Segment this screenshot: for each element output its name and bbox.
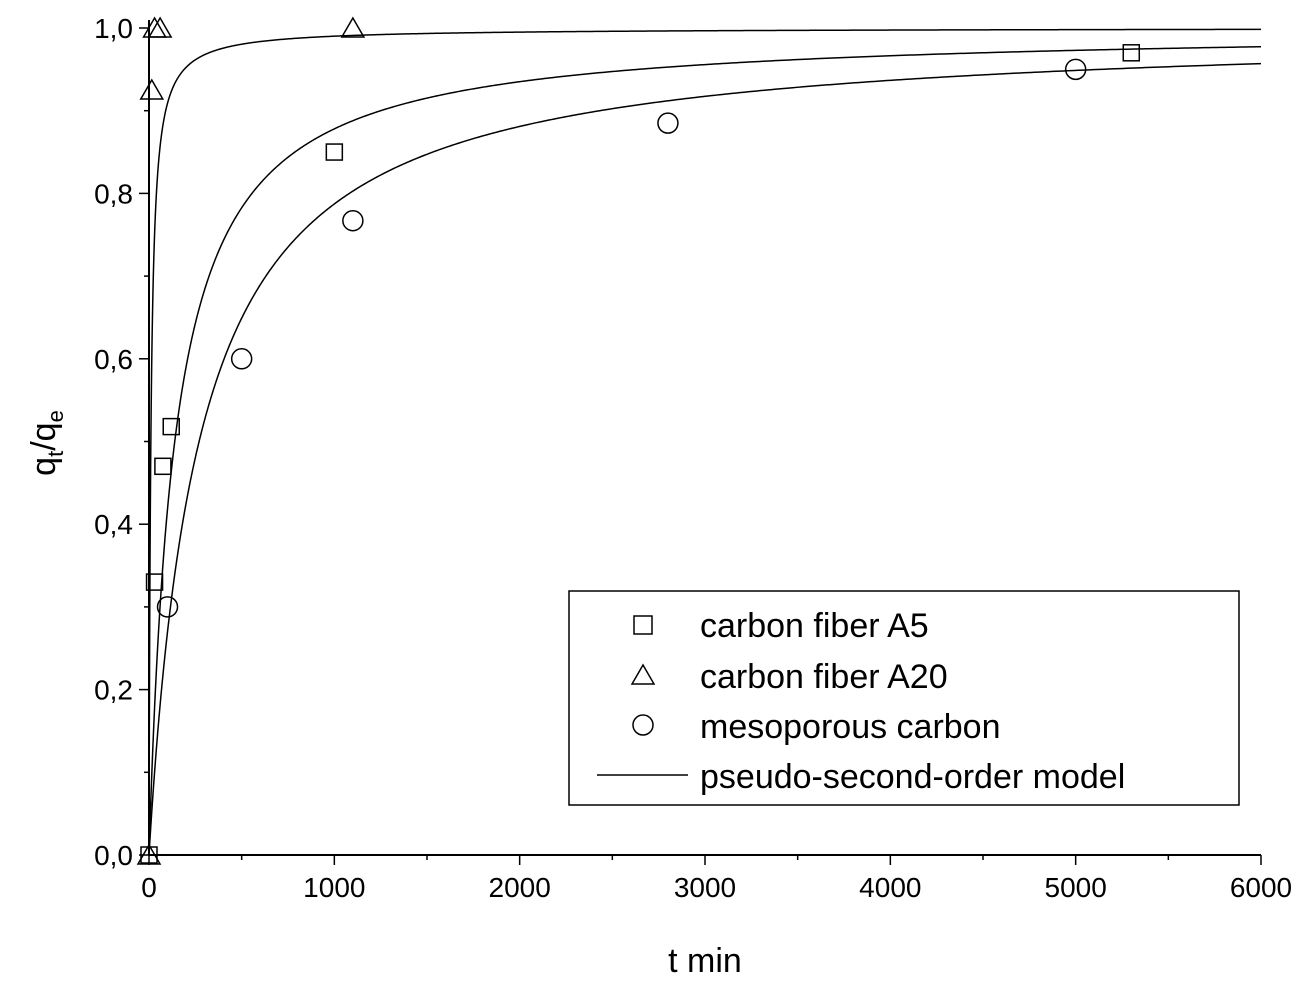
data-markers-layer xyxy=(136,16,1141,865)
y-tick-label: 0,6 xyxy=(94,344,133,375)
legend-label-a5: carbon fiber A5 xyxy=(700,607,929,645)
y-tick-label: 0,0 xyxy=(94,840,133,871)
data-point-square xyxy=(154,457,172,476)
x-tick-label: 0 xyxy=(141,872,157,903)
data-point-triangle xyxy=(147,16,173,38)
data-point-circle xyxy=(657,112,679,134)
model-curves-layer xyxy=(148,28,1262,856)
legend-circle-marker xyxy=(632,714,654,736)
model-curve xyxy=(148,62,1262,856)
x-tick-label: 2000 xyxy=(489,872,551,903)
data-point-circle xyxy=(156,596,179,618)
data-point-square xyxy=(162,417,180,436)
data-point-triangle xyxy=(340,16,366,38)
y-axis-title: qt/qe xyxy=(25,410,68,476)
y-axis-title-q: q xyxy=(25,457,63,476)
y-tick-label: 0,4 xyxy=(94,509,133,540)
x-tick-label: 4000 xyxy=(859,872,921,903)
y-axis-title-q2: q xyxy=(25,422,63,441)
y-tick-label: 0,2 xyxy=(94,675,133,706)
y-axis-title-sub-t: t xyxy=(43,451,68,457)
y-axis-title-sub-e: e xyxy=(43,410,68,422)
x-tick-label: 5000 xyxy=(1045,872,1107,903)
data-point-circle xyxy=(230,348,253,370)
model-curve xyxy=(148,45,1262,855)
axes-layer: 0 1000 2000 3000 4000 5000 6000 0,0 0,2 0,4 0,6 0,8… xyxy=(94,13,1292,903)
y-tick-label: 1,0 xyxy=(94,13,133,44)
legend-label-a20: carbon fiber A20 xyxy=(700,658,948,696)
x-axis-title: t min xyxy=(668,942,742,980)
legend-square-marker xyxy=(633,615,653,635)
data-point-square xyxy=(145,573,164,591)
model-curve xyxy=(148,28,1261,855)
legend-box xyxy=(568,590,1240,806)
y-tick-label: 0,8 xyxy=(94,178,133,209)
legend: carbon fiber A5 carbon fiber A20 mesopor… xyxy=(568,590,1240,806)
data-point-triangle xyxy=(136,843,162,865)
x-tick-label: 3000 xyxy=(674,872,736,903)
legend-label-meso: mesoporous carbon xyxy=(700,708,1001,746)
data-point-circle xyxy=(1064,58,1087,81)
y-axis-title-slash: / xyxy=(25,441,63,451)
data-point-triangle xyxy=(139,78,165,100)
data-point-square xyxy=(1122,44,1141,62)
data-point-square xyxy=(140,846,158,864)
x-tick-label: 6000 xyxy=(1230,872,1292,903)
legend-label-model: pseudo-second-order model xyxy=(700,758,1125,796)
data-point-circle xyxy=(342,209,364,232)
legend-triangle-marker xyxy=(630,663,656,685)
data-point-square xyxy=(325,143,344,161)
x-tick-label: 1000 xyxy=(303,872,365,903)
